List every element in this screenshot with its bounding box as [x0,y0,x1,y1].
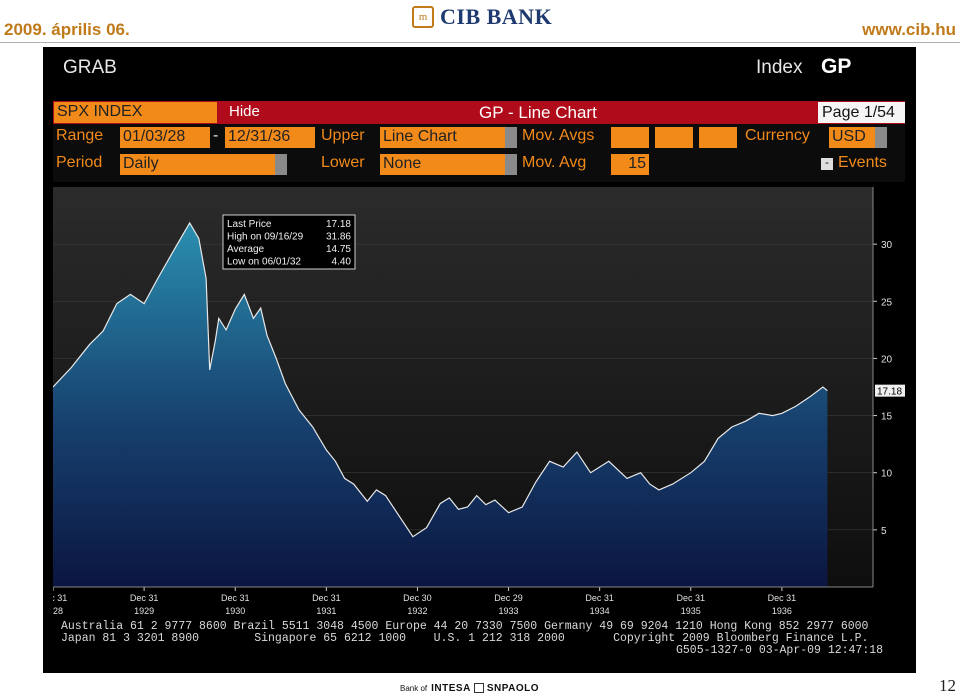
footer-line-3: G505-1327-0 03-Apr-09 12:47:18 [676,644,884,657]
price-area [53,222,828,587]
price-chart: 5 10 15 20 25 30 Dec 31 1928 Dec 31 1929 Dec 31 19… [53,187,905,616]
x-tick-year: 1930 [225,606,245,616]
price-line [53,221,828,538]
info-row-value: 4.40 [332,257,352,268]
y-tick-label: 10 [881,469,893,480]
footer-line-2: Japan 81 3 3201 8900 Singapore 65 6212 1… [61,632,869,645]
lower-select-arrow[interactable] [505,154,517,175]
period-select[interactable]: Daily [120,154,275,175]
website-url[interactable]: www.cib.hu [862,20,956,39]
bloomberg-terminal: GRAB Index GP SPX INDEX Hide GP - Line C… [43,47,916,673]
intesa-label: INTESA [431,682,471,694]
upper-select-arrow[interactable] [505,127,517,148]
info-row-value: 17.18 [326,219,351,230]
page-number: 12 [939,676,956,695]
lower-label: Lower [321,154,365,171]
x-tick-label: Dec 31 [585,593,614,603]
chart-title: GP - Line Chart [479,103,597,122]
info-row-value: 31.86 [326,232,351,243]
x-tick-year: 1936 [772,606,792,616]
intesa-sanpaolo-logo: Bank of INTESA SNPAOLO [400,681,539,695]
footer-line-1: Australia 61 2 9777 8600 Brazil 5511 304… [61,620,869,633]
info-row-label: Average [227,244,265,255]
upper-select[interactable]: Line Chart [380,127,505,148]
mov-avg-field[interactable]: 15 [611,154,649,175]
info-box: Last Price 17.18 High on 09/16/29 31.86 Aver… [222,214,356,270]
mov-avg-field-3[interactable] [699,127,737,148]
title-bar: SPX INDEX Hide GP - Line Chart Page 1/54 [53,101,905,124]
x-tick-year: 1929 [134,606,154,616]
x-tick-year: 1935 [681,606,701,616]
range-separator: - [213,127,219,144]
range-from-field[interactable]: 01/03/28 [120,127,210,148]
header-divider [0,42,960,43]
x-tick-label: Dec 31 [312,593,341,603]
y-tick-label: 15 [881,412,893,423]
y-tick-label: 20 [881,354,893,365]
settings-panel: Range 01/03/28 - 12/31/36 Upper Line Cha… [53,124,905,182]
page-indicator[interactable]: Page 1/54 [818,102,905,123]
x-tick-year: 1933 [499,606,519,616]
hide-button[interactable]: Hide [229,103,260,120]
x-tick-year: 1928 [53,606,63,616]
x-tick-year: 1931 [316,606,336,616]
bank-of-label: Bank of [400,683,428,693]
x-tick-year: 1932 [407,606,427,616]
info-row-value: 14.75 [326,244,351,255]
cib-logo-mark: m [412,6,434,28]
info-row-label: Low on 06/01/32 [227,257,301,268]
date-label: 2009. április 06. [4,20,130,39]
events-checkbox[interactable]: - [821,158,833,170]
info-row-label: Last Price [227,219,272,230]
lower-select[interactable]: None [380,154,505,175]
x-tick-label: Dec 29 [494,593,523,603]
last-price-tag [875,384,905,397]
x-tick-label: Dec 30 [403,593,432,603]
currency-select-arrow[interactable] [875,127,887,148]
period-label: Period [56,154,103,171]
last-price-tag-label: 17.18 [877,387,902,398]
cib-logo-text: CIB BANK [440,4,553,29]
x-tick-label: Dec 31 [677,593,706,603]
index-code: GP [821,55,852,78]
period-select-arrow[interactable] [275,154,287,175]
ticker-field[interactable]: SPX INDEX [54,102,217,123]
x-tick-label: Dec 31 [130,593,159,603]
sanpaolo-label: SNPAOLO [486,682,540,694]
mov-avgs-label: Mov. Avgs [522,127,595,144]
mov-avg-label: Mov. Avg [522,154,587,171]
upper-label: Upper [321,127,365,144]
range-to-field[interactable]: 12/31/36 [225,127,315,148]
index-label: Index [756,57,803,78]
y-tick-label: 5 [881,526,887,537]
mov-avg-field-1[interactable] [611,127,649,148]
currency-label: Currency [745,127,810,144]
x-tick-label: Dec 31 [53,593,67,603]
mov-avg-field-2[interactable] [655,127,693,148]
x-tick-label: Dec 31 [768,593,797,603]
cib-logo: m CIB BANK [412,4,552,30]
x-tick-year: 1934 [590,606,610,616]
currency-select[interactable]: USD [829,127,875,148]
range-label: Range [56,127,104,144]
grab-label: GRAB [63,57,117,78]
info-row-label: High on 09/16/29 [227,232,304,243]
y-tick-label: 25 [881,297,893,308]
logo-square-icon [473,683,484,693]
x-tick-label: Dec 31 [221,593,250,603]
y-tick-label: 30 [881,240,893,251]
events-label: Events [838,154,887,171]
